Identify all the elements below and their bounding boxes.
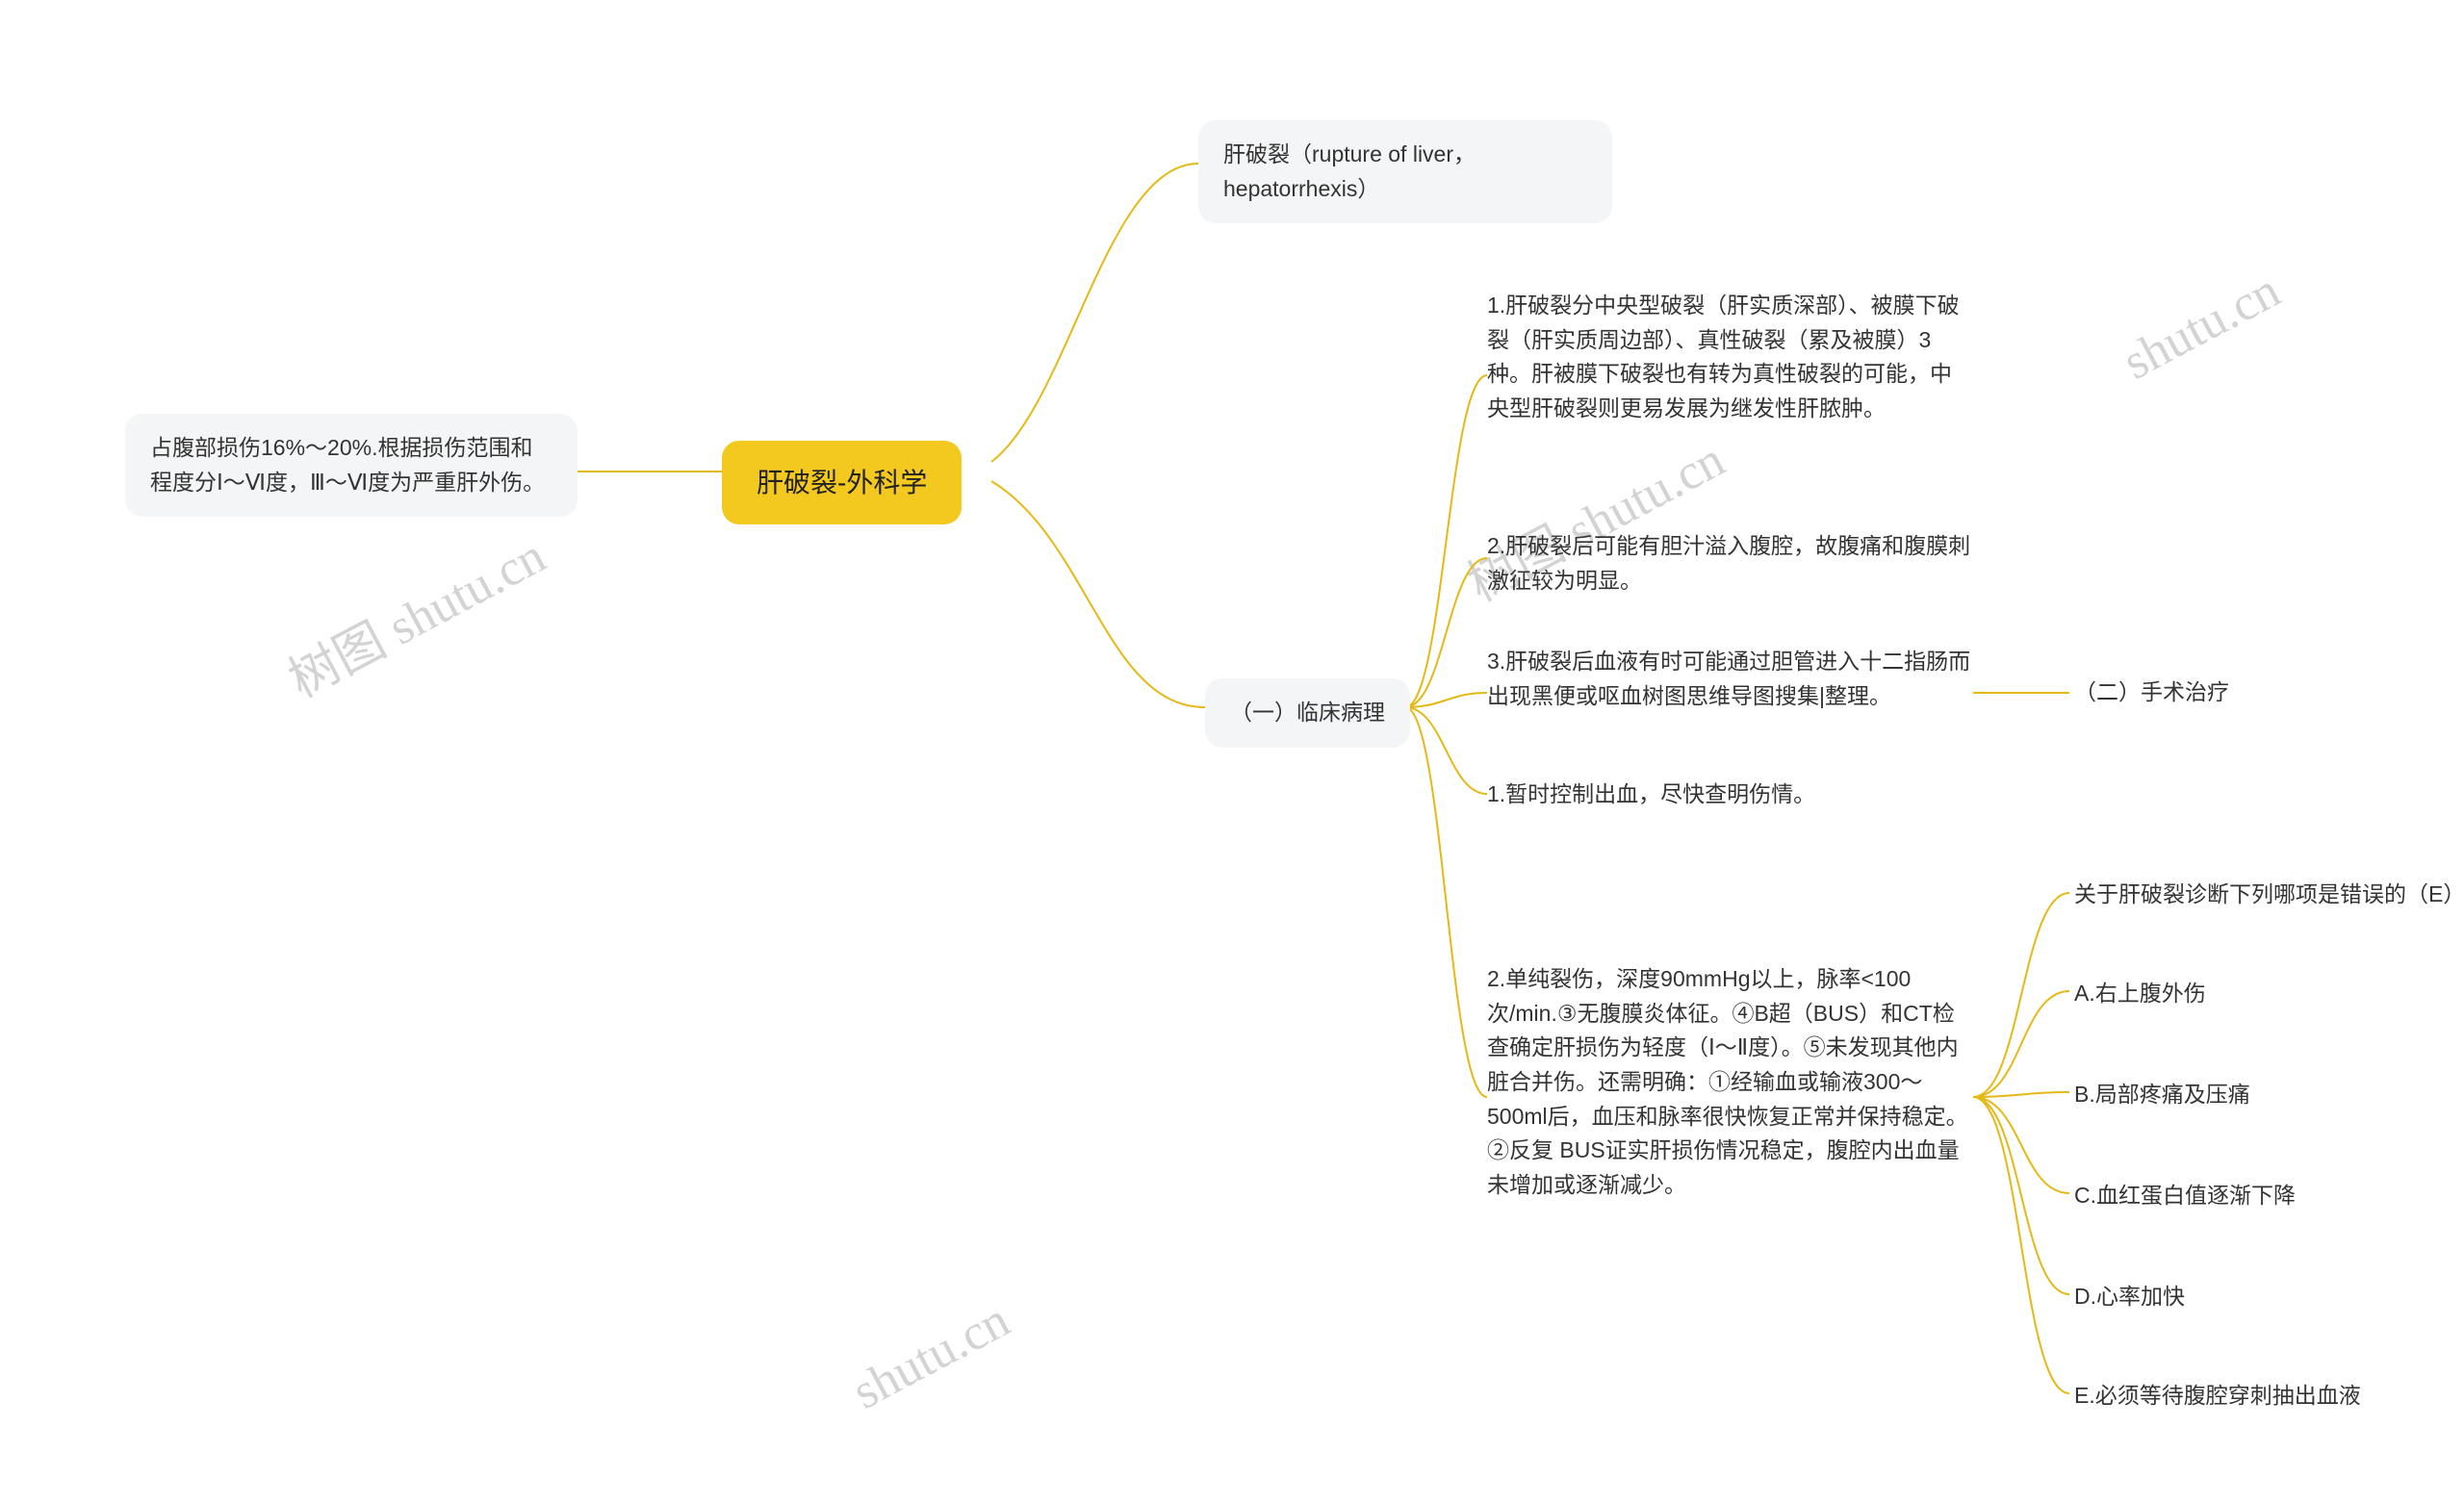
node-option-e: E.必须等待腹腔穿刺抽出血液 <box>2074 1379 2361 1414</box>
node-subtype-classification: 1.肝破裂分中央型破裂（肝实质深部）、被膜下破裂（肝实质周边部）、真性破裂（累及… <box>1487 289 1973 426</box>
node-surgical-treatment-text: （二）手术治疗 <box>2074 679 2229 704</box>
node-definition-text: 肝破裂（rupture of liver，hepatorrhexis） <box>1223 141 1476 201</box>
node-subtype-classification-text: 1.肝破裂分中央型破裂（肝实质深部）、被膜下破裂（肝实质周边部）、真性破裂（累及… <box>1487 293 1960 421</box>
node-option-e-text: E.必须等待腹腔穿刺抽出血液 <box>2074 1383 2361 1408</box>
node-control-bleeding: 1.暂时控制出血，尽快查明伤情。 <box>1487 777 1973 812</box>
mindmap-stage: { "diagram": { "type": "mindmap", "backg… <box>0 0 2464 1504</box>
node-question-text: 关于肝破裂诊断下列哪项是错误的（E） <box>2074 881 2464 906</box>
node-option-b: B.局部疼痛及压痛 <box>2074 1078 2250 1112</box>
node-clinical-pathology-text: （一）临床病理 <box>1230 700 1385 725</box>
note-intro: 占腹部损伤16%～20%.根据损伤范围和程度分Ⅰ～Ⅵ度，Ⅲ～Ⅵ度为严重肝外伤。 <box>125 414 578 517</box>
root-node[interactable]: 肝破裂-外科学 <box>722 441 962 524</box>
node-simple-laceration: 2.单纯裂伤，深度90mmHg以上，脉率<100次/min.③无腹膜炎体征。④B… <box>1487 962 1973 1202</box>
note-intro-text: 占腹部损伤16%～20%.根据损伤范围和程度分Ⅰ～Ⅵ度，Ⅲ～Ⅵ度为严重肝外伤。 <box>150 435 545 495</box>
node-option-c-text: C.血红蛋白值逐渐下降 <box>2074 1183 2296 1208</box>
node-option-a: A.右上腹外伤 <box>2074 977 2206 1011</box>
node-definition[interactable]: 肝破裂（rupture of liver，hepatorrhexis） <box>1198 120 1612 223</box>
node-simple-laceration-text: 2.单纯裂伤，深度90mmHg以上，脉率<100次/min.③无腹膜炎体征。④B… <box>1487 966 1968 1197</box>
node-option-b-text: B.局部疼痛及压痛 <box>2074 1082 2250 1107</box>
node-option-d-text: D.心率加快 <box>2074 1284 2185 1309</box>
watermark: 树图 shutu.cn <box>273 516 555 711</box>
node-option-a-text: A.右上腹外伤 <box>2074 981 2206 1006</box>
watermark: shutu.cn <box>2114 262 2289 391</box>
watermark: shutu.cn <box>843 1291 1018 1420</box>
node-control-bleeding-text: 1.暂时控制出血，尽快查明伤情。 <box>1487 781 1815 806</box>
node-option-c: C.血红蛋白值逐渐下降 <box>2074 1179 2296 1213</box>
node-bile-peritoneum: 2.肝破裂后可能有胆汁溢入腹腔，故腹痛和腹膜刺激征较为明显。 <box>1487 529 1973 598</box>
node-clinical-pathology[interactable]: （一）临床病理 <box>1205 678 1410 748</box>
node-question: 关于肝破裂诊断下列哪项是错误的（E） <box>2074 878 2464 912</box>
node-option-d: D.心率加快 <box>2074 1280 2185 1314</box>
node-surgical-treatment[interactable]: （二）手术治疗 <box>2074 676 2229 710</box>
node-bile-peritoneum-text: 2.肝破裂后可能有胆汁溢入腹腔，故腹痛和腹膜刺激征较为明显。 <box>1487 533 1970 593</box>
root-label: 肝破裂-外科学 <box>757 468 927 497</box>
connectors <box>0 0 2464 1504</box>
node-blood-bile-duct: 3.肝破裂后血液有时可能通过胆管进入十二指肠而出现黑便或呕血树图思维导图搜集|整… <box>1487 645 1973 713</box>
node-blood-bile-duct-text: 3.肝破裂后血液有时可能通过胆管进入十二指肠而出现黑便或呕血树图思维导图搜集|整… <box>1487 649 1970 708</box>
